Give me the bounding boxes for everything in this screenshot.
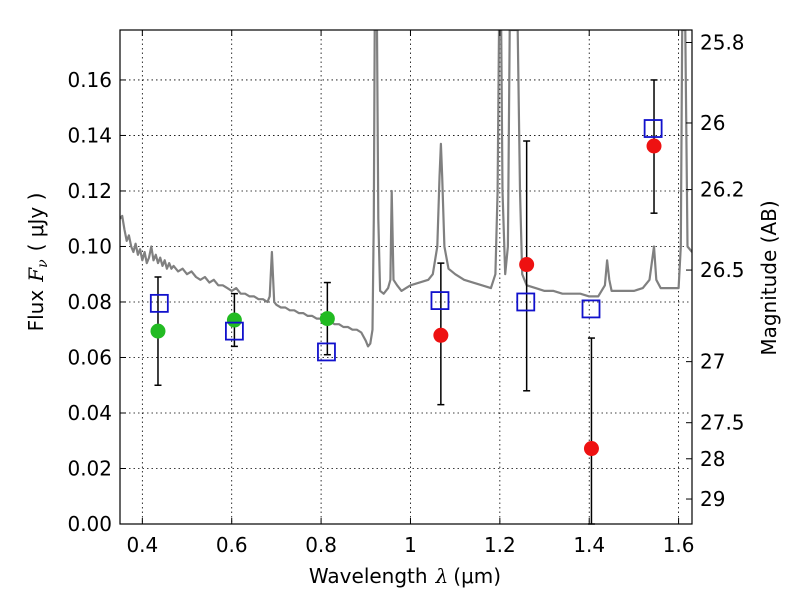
circle-point bbox=[646, 138, 662, 154]
y-tick-label: 0.12 bbox=[67, 179, 112, 203]
circle-point bbox=[150, 323, 166, 339]
plot-frame bbox=[119, 29, 693, 525]
square-point bbox=[317, 342, 336, 362]
y2-axis-label: Magnitude (AB) bbox=[757, 200, 781, 355]
y2-tick-label: 29 bbox=[700, 487, 725, 511]
square-point bbox=[430, 291, 450, 310]
square-point bbox=[516, 292, 536, 312]
circle-point bbox=[519, 257, 535, 273]
x-tick-label: 1 bbox=[404, 533, 417, 557]
circle-point bbox=[583, 441, 599, 457]
y-tick-label: 0.08 bbox=[67, 290, 112, 314]
y2-tick-label: 26.5 bbox=[700, 258, 745, 282]
y-tick-label: 0.04 bbox=[67, 401, 112, 425]
y-tick-label: 0.10 bbox=[67, 234, 112, 258]
x-tick-label: 0.8 bbox=[305, 533, 337, 557]
y2-tick-label: 26.2 bbox=[700, 178, 745, 202]
x-tick-label: 0.4 bbox=[126, 533, 158, 557]
y-tick-label: 0.16 bbox=[67, 68, 112, 92]
x-axis-ticks: 0.4 0.6 0.8 1 1.2 1.4 1.6 bbox=[126, 30, 695, 557]
circle-point bbox=[226, 312, 242, 328]
y-tick-label: 0.06 bbox=[67, 345, 112, 369]
y2-axis-ticks: 25.8 26 26.2 26.5 27 27.5 28 29 bbox=[686, 30, 745, 511]
model-spectrum bbox=[120, 30, 692, 348]
y2-tick-label: 25.8 bbox=[700, 30, 745, 54]
model-spectrum-line bbox=[120, 30, 692, 348]
y2-tick-label: 28 bbox=[700, 447, 725, 471]
y2-tick-label: 26 bbox=[700, 111, 725, 135]
y-tick-label: 0.14 bbox=[67, 123, 112, 147]
x-tick-label: 1.2 bbox=[484, 533, 516, 557]
y-axis-label: FluxFν( μJy ) bbox=[24, 193, 51, 332]
y-axis-ticks: 0.00 0.02 0.04 0.06 0.08 0.10 0.12 0.14 0.16 bbox=[67, 68, 126, 536]
square-point bbox=[224, 321, 244, 341]
x-tick-label: 1.6 bbox=[663, 533, 695, 557]
data-markers bbox=[149, 119, 663, 457]
y-tick-label: 0.02 bbox=[67, 456, 112, 480]
y-tick-label: 0.00 bbox=[67, 512, 112, 536]
x-axis-label: Wavelength λ (μm) bbox=[309, 564, 501, 588]
square-point bbox=[149, 293, 169, 313]
y2-tick-label: 27.5 bbox=[700, 411, 745, 435]
circle-point bbox=[319, 311, 335, 327]
x-tick-label: 1.4 bbox=[573, 533, 605, 557]
square-point bbox=[581, 299, 601, 319]
y2-tick-label: 27 bbox=[700, 350, 725, 374]
circle-point bbox=[433, 327, 449, 343]
square-point bbox=[643, 119, 663, 138]
x-tick-label: 0.6 bbox=[216, 533, 248, 557]
